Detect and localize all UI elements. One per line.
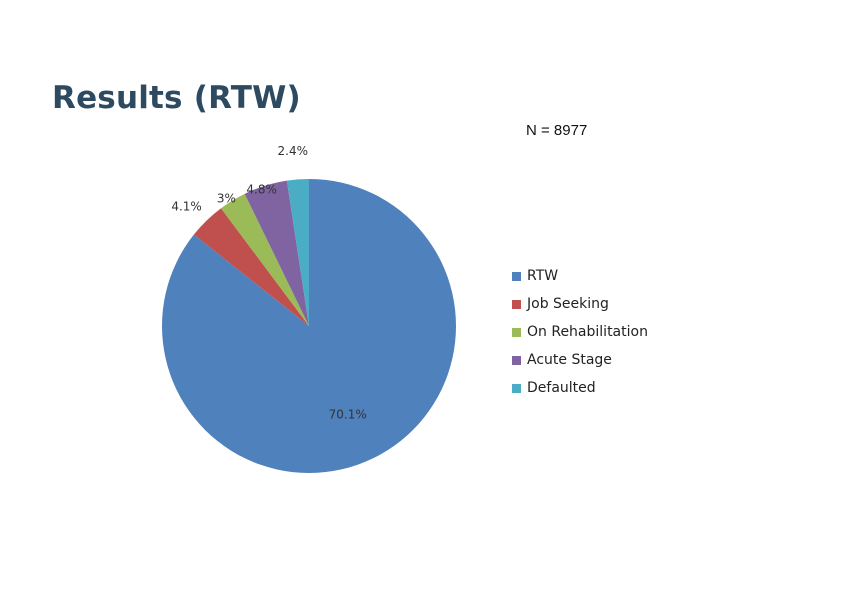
- legend-swatch: [512, 355, 521, 365]
- legend-label: Acute Stage: [527, 352, 612, 368]
- legend-item-on-rehabilitation: On Rehabilitation: [512, 318, 648, 346]
- pie-slice-defaulted: [286, 179, 309, 326]
- sample-size-label: N = 8977: [526, 122, 588, 139]
- legend-swatch: [512, 299, 521, 309]
- legend-label: On Rehabilitation: [527, 324, 648, 340]
- data-label-defaulted: 2.4%: [278, 144, 309, 158]
- data-label-rtw: 70.1%: [329, 408, 367, 422]
- data-label-job-seeking: 4.1%: [171, 199, 202, 213]
- pie-slice-on-rehabilitation: [221, 193, 309, 326]
- legend-swatch: [512, 271, 521, 281]
- legend-item-acute-stage: Acute Stage: [512, 346, 648, 374]
- legend-swatch: [512, 327, 521, 337]
- legend-item-job-seeking: Job Seeking: [512, 290, 648, 318]
- data-label-acute-stage: 4.8%: [246, 183, 277, 197]
- chart-legend: RTW Job Seeking On Rehabilitation Acute Sta…: [512, 262, 648, 402]
- legend-label: Job Seeking: [527, 296, 609, 312]
- legend-item-rtw: RTW: [512, 262, 648, 290]
- legend-label: Defaulted: [527, 380, 596, 396]
- data-label-on-rehabilitation: 3%: [217, 192, 236, 206]
- slide-title: Results (RTW): [52, 80, 301, 116]
- legend-swatch: [512, 383, 521, 393]
- pie-slice-acute-stage: [244, 180, 309, 326]
- pie-slice-job-seeking: [193, 208, 309, 326]
- pie-slice-rtw: [162, 179, 457, 473]
- legend-label: RTW: [527, 268, 559, 284]
- legend-item-defaulted: Defaulted: [512, 374, 648, 402]
